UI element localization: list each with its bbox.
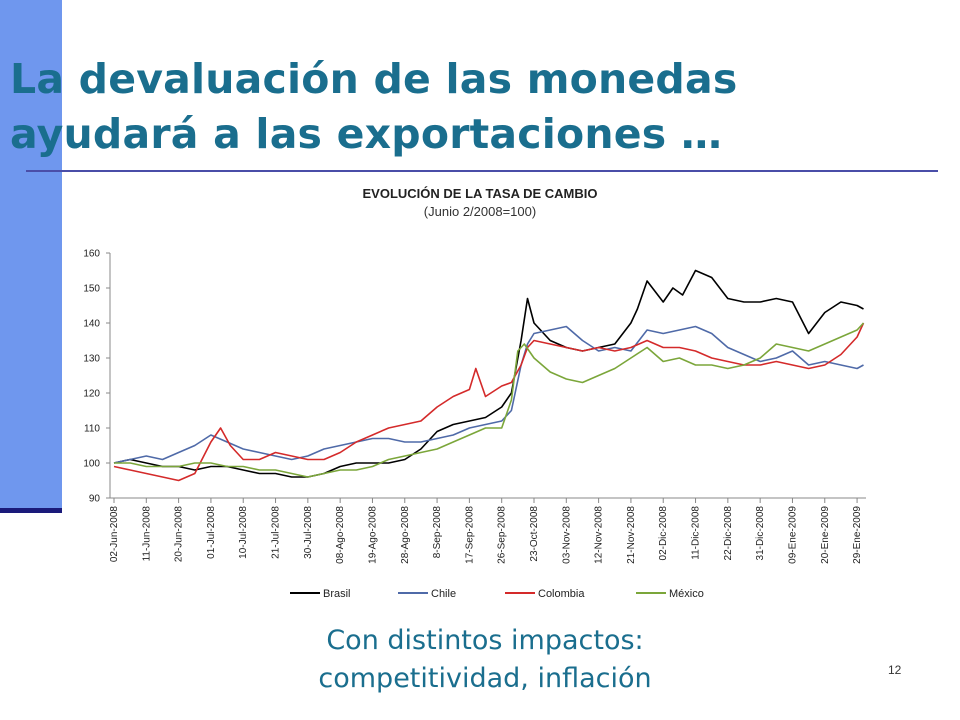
x-tick-label: 8-Sep-2008 (432, 506, 443, 559)
caption-line-1: Con distintos impactos: (326, 625, 644, 656)
series-line-brasil (113, 269, 864, 478)
series-line-colombia (113, 322, 865, 482)
x-tick-label: 02-Dic-2008 (658, 506, 669, 561)
x-tick-label: 03-Nov-2008 (561, 506, 572, 564)
slide-number: 12 (888, 663, 902, 677)
y-tick-label: 130 (83, 354, 100, 365)
x-tick-label: 01-Jul-2008 (206, 506, 217, 559)
x-tick-label: 19-Ago-2008 (367, 506, 378, 564)
x-tick-label: 29-Ene-2009 (852, 506, 863, 564)
y-tick-label: 90 (89, 494, 101, 505)
x-tick-label: 22-Dic-2008 (723, 506, 734, 561)
slide-title-line-2: ayudará a las exportaciones … (10, 110, 723, 158)
x-tick-label: 12-Nov-2008 (594, 506, 605, 564)
x-tick-label: 21-Nov-2008 (626, 506, 637, 564)
x-tick-label: 23-Oct-2008 (529, 506, 540, 562)
x-tick-label: 11-Jun-2008 (141, 506, 152, 562)
x-tick-label: 17-Sep-2008 (464, 506, 475, 564)
x-tick-label: 10-Jul-2008 (238, 506, 249, 559)
x-tick-label: 26-Sep-2008 (497, 506, 508, 564)
x-tick-label: 20-Jun-2008 (174, 506, 185, 563)
x-tick-label: 09-Ene-2009 (787, 506, 798, 564)
legend-label: Chile (431, 588, 456, 600)
x-tick-label: 20-Ene-2009 (820, 506, 831, 564)
x-tick-label: 08-Ago-2008 (335, 506, 346, 564)
x-tick-label: 02-Jun-2008 (109, 506, 120, 563)
slide-caption: Con distintos impactos: competitividad, … (210, 622, 760, 698)
chart-title: EVOLUCIÓN DE LA TASA DE CAMBIO (362, 186, 598, 201)
y-tick-label: 160 (83, 249, 100, 260)
title-underline (26, 170, 938, 172)
x-tick-label: 28-Ago-2008 (400, 506, 411, 564)
y-tick-label: 150 (83, 284, 100, 295)
side-accent-bar-edge (0, 508, 62, 513)
x-tick-label: 11-Dic-2008 (691, 506, 702, 560)
y-tick-label: 100 (83, 459, 100, 470)
series-line-méxico (114, 322, 865, 478)
y-tick-label: 120 (83, 389, 100, 400)
chart-subtitle: (Junio 2/2008=100) (423, 204, 537, 219)
legend-label: México (669, 588, 704, 600)
x-tick-label: 31-Dic-2008 (755, 506, 766, 561)
y-tick-label: 110 (84, 424, 100, 435)
caption-line-2: competitividad, inflación (318, 663, 652, 694)
y-tick-label: 140 (83, 319, 100, 330)
x-tick-label: 30-Jul-2008 (303, 506, 314, 559)
slide-title: La devaluación de las monedas ayudará a … (10, 52, 940, 162)
legend-label: Brasil (323, 588, 351, 600)
legend-label: Colombia (538, 588, 585, 600)
x-tick-label: 21-Jul-2008 (271, 506, 282, 559)
side-accent-bar (0, 0, 62, 512)
slide-title-line-1: La devaluación de las monedas (10, 55, 738, 103)
